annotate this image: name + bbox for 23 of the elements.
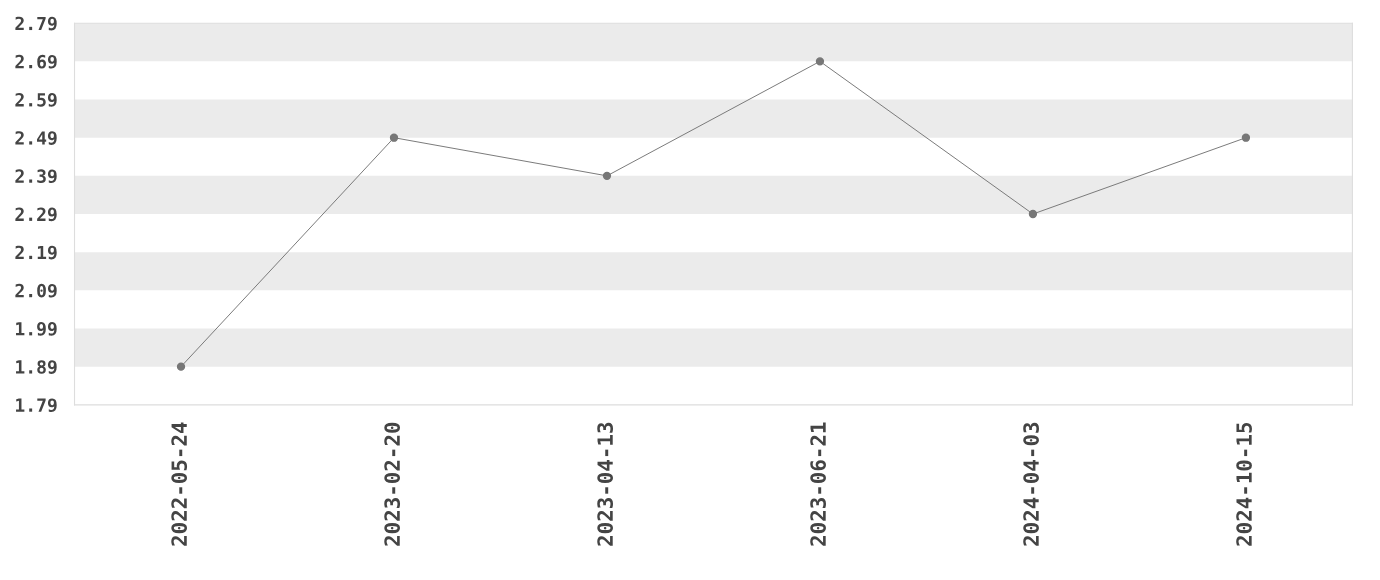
x-tick-label: 2023-06-21 [810,422,827,546]
y-tick-label: 2.49 [15,131,57,145]
point [389,133,399,142]
point [602,171,612,181]
x-tick-label: 2024-04-03 [1023,422,1039,546]
x-tick-label: 2023-04-13 [597,422,614,546]
y-tick-label: 2.39 [15,169,57,184]
x-tick-label: 2023-02-20 [384,422,401,546]
y-tick-label: 2.29 [15,207,57,222]
y-tick-label: 1.99 [16,322,57,336]
point [815,57,825,66]
y-tick-label: 1.89 [16,360,57,374]
x-tick-label: 2024-10-15 [1236,422,1252,546]
y-tick-label: 1.79 [16,398,57,413]
point [1241,133,1251,142]
point [1028,209,1038,219]
y-tick-label: 2.69 [15,54,57,69]
y-tick-label: 2.19 [15,245,57,260]
y-tick-label: 2.09 [15,283,57,298]
point [176,362,186,371]
y-tick-label: 2.59 [15,92,57,107]
x-tick-label: 2022-05-24 [171,422,188,546]
y-tick-label: 2.79 [15,16,57,31]
